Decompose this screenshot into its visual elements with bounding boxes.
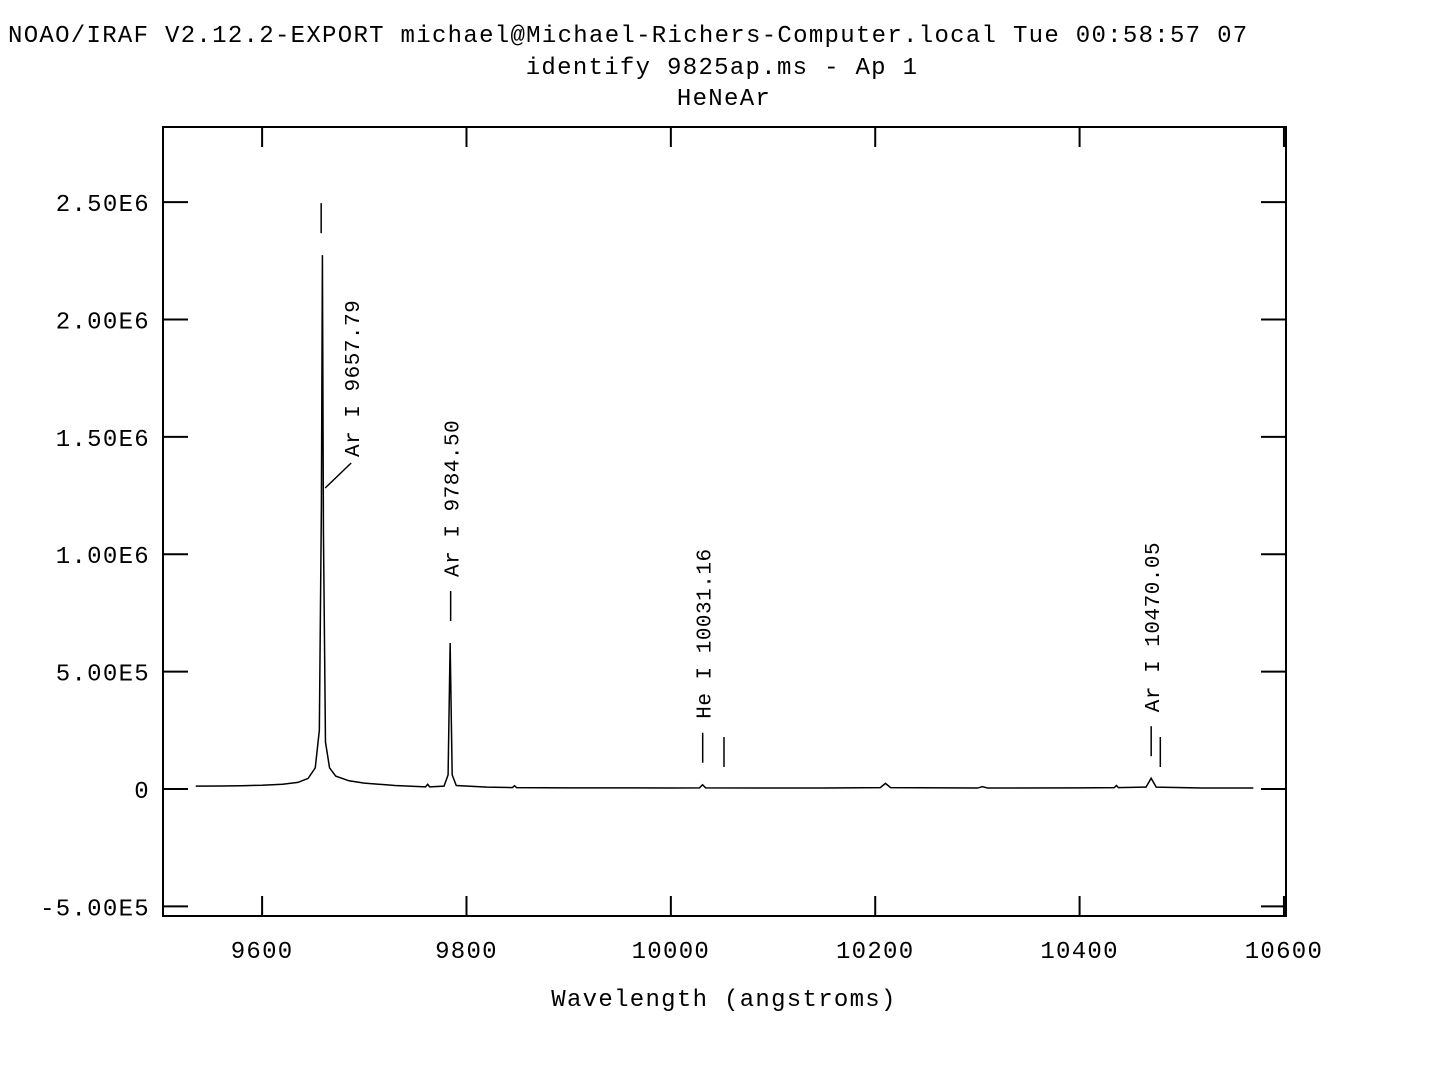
x-tick-label: 9600 <box>231 939 294 966</box>
y-tick-label: 2.00E6 <box>56 309 150 336</box>
x-tick-label: 10600 <box>1245 939 1324 966</box>
x-axis-label: Wavelength (angstroms) <box>551 987 896 1014</box>
y-tick-label: 1.50E6 <box>56 427 150 454</box>
feature-label: Ar I 10470.05 <box>1143 542 1166 712</box>
y-tick-label: 1.00E6 <box>56 544 150 571</box>
feature-leader <box>324 462 352 489</box>
x-tick-label: 9800 <box>435 939 498 966</box>
x-tick-label: 10000 <box>632 939 711 966</box>
plot-frame <box>162 126 1287 917</box>
feature-label: He I 10031.16 <box>695 548 718 718</box>
x-tick-label: 10200 <box>836 939 915 966</box>
feature-label: Ar I 9657.79 <box>343 300 366 457</box>
y-tick-label: 2.50E6 <box>56 192 150 219</box>
y-tick-label: 0 <box>134 779 150 806</box>
x-tick-label: 10400 <box>1040 939 1119 966</box>
spectrum-line <box>195 255 1254 789</box>
y-tick-label: 5.00E5 <box>56 662 150 689</box>
header: NOAO/IRAF V2.12.2-EXPORT michael@Michael… <box>8 23 1248 50</box>
chart-subtitle: HeNeAr <box>677 86 771 113</box>
chart-title: identify 9825ap.ms - Ap 1 <box>526 55 919 82</box>
y-tick-label: -5.00E5 <box>40 896 150 923</box>
feature-label: Ar I 9784.50 <box>443 420 466 577</box>
